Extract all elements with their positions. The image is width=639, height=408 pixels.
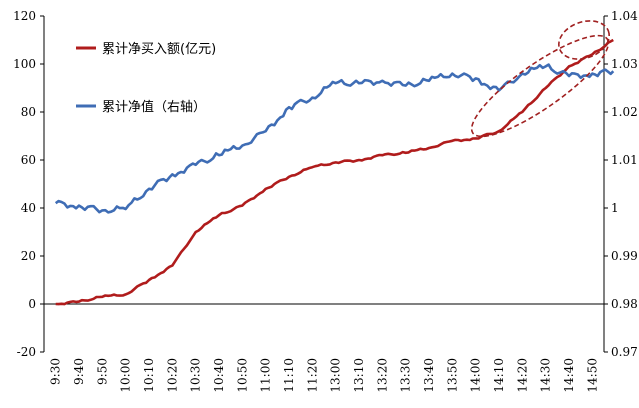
x-tick-label: 9:40 [72,358,86,385]
highlight-ellipse-nav [558,20,610,60]
x-tick-label: 11:20 [305,358,319,393]
x-tick-label: 14:30 [539,358,553,393]
x-tick-label: 11:10 [282,358,296,393]
x-tick-labels: 9:30 9:40 9:50 10:00 10:10 10:20 10:30 10:40 10:… [49,358,600,393]
y-left-tick-labels: 120 100 80 60 40 20 0 -20 [13,9,44,359]
y-left-tick-label: 100 [13,57,36,71]
x-tick-label: 10:30 [189,358,203,393]
legend-label-net-buy: 累计净买入额(亿元) [102,42,216,57]
x-tick-label: 11:00 [259,358,273,393]
x-tick-label: 9:50 [95,358,109,385]
annotation-layer [470,20,610,138]
y-right-tick-label: 1.04 [611,9,638,23]
x-tick-label: 10:50 [235,358,249,393]
x-tick-label: 10:40 [212,358,226,393]
y-right-tick-label: 1.01 [611,153,638,167]
y-left-tick-label: -20 [17,345,36,359]
y-left-tick-label: 120 [13,9,36,23]
x-tick-label: 13:20 [375,358,389,393]
y-right-tick-label: 1.02 [611,105,638,119]
x-tick-label: 13:30 [399,358,413,393]
x-tick-label: 14:40 [562,358,576,393]
y-right-tick-label: 1 [611,201,619,215]
x-tick-label: 13:10 [352,358,366,393]
y-right-tick-label: 0.98 [611,297,638,311]
x-tick-label: 9:30 [49,358,63,385]
x-tick-label: 14:50 [585,358,599,393]
axes [43,16,605,352]
series-line-net-buy [55,38,614,306]
series-line-nav [54,63,615,214]
y-right-tick-label: 0.99 [611,249,638,263]
series-layer [54,38,615,306]
legend-label-nav: 累计净值（右轴） [102,99,206,115]
y-left-tick-label: 40 [21,201,36,215]
y-left-tick-label: 80 [21,105,36,119]
y-right-tick-label: 0.97 [611,345,638,359]
x-tick-label: 14:10 [492,358,506,393]
x-tick-label: 13:50 [445,358,459,393]
x-tick-label: 14:00 [469,358,483,393]
x-tick-label: 10:10 [142,358,156,393]
y-left-tick-label: 60 [21,153,36,167]
x-tick-label: 13:40 [422,358,436,393]
x-tick-label: 13:00 [329,358,343,393]
y-left-tick-label: 0 [28,297,36,311]
x-tick-label: 10:20 [165,358,179,393]
legend: 累计净买入额(亿元) 累计净值（右轴） [76,42,216,115]
y-right-tick-label: 1.03 [611,57,638,71]
y-right-tick-labels: 1.04 1.03 1.02 1.01 1 0.99 0.98 0.97 [604,9,638,359]
x-tick-label: 14:20 [515,358,529,393]
highlight-ellipse-net-buy [470,34,610,138]
y-left-tick-label: 20 [21,249,36,263]
x-tick-label: 10:00 [119,358,133,393]
